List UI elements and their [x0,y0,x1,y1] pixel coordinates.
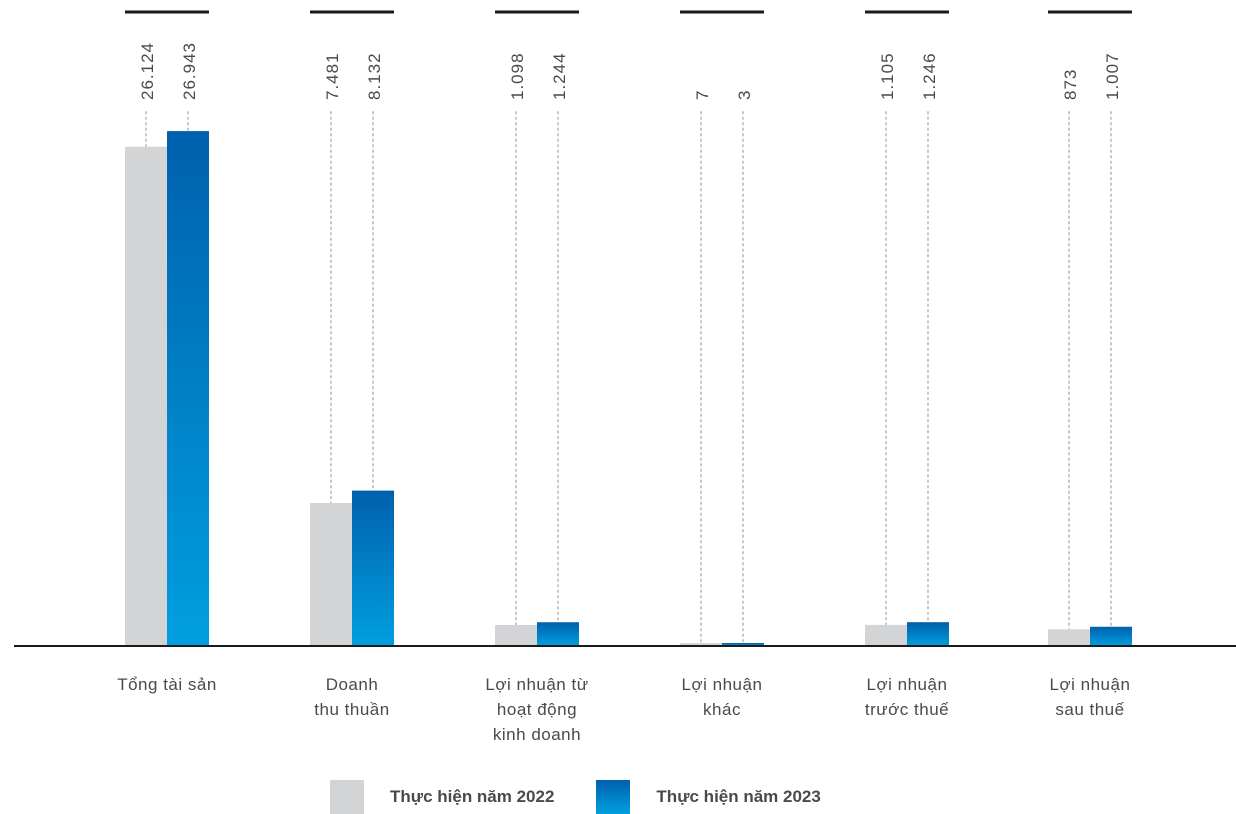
bar-2022 [495,625,537,646]
value-label-2022: 26.124 [138,42,157,100]
bar-2022 [865,624,907,646]
bar-2023 [537,622,579,646]
category-label: khác [703,700,741,719]
bar-2023 [722,643,764,646]
bar-2022 [1048,629,1090,646]
legend-swatch-2023 [596,780,631,814]
category-label: Lợi nhuận [867,675,948,694]
legend-swatch-2022 [330,780,364,814]
value-label-2022: 873 [1061,69,1080,100]
value-label-2023: 8.132 [365,52,384,100]
category-label: thu thuần [314,700,389,719]
value-label-2023: 1.244 [550,52,569,100]
bar-2023 [1090,626,1132,646]
bar-chart: 26.124 26.943 Tổng tài sản 7.481 8.132 Doanh t… [14,10,1236,744]
value-label-2022: 1.105 [878,52,897,100]
value-label-2022: 7 [693,90,712,100]
value-label-2022: 1.098 [508,52,527,100]
category-label: Doanh [326,675,379,694]
value-label-2023: 1.246 [920,52,939,100]
category-label: Lợi nhuận [1050,675,1131,694]
value-label-2023: 3 [735,90,754,100]
category-label: trước thuế [865,700,949,719]
legend-label-2023: Thực hiện năm 2023 [656,787,821,806]
legend-item-2023: Thực hiện năm 2023 [596,780,821,814]
bar-2023 [352,490,394,646]
legend-item-2022: Thực hiện năm 2022 [330,780,554,814]
bar-2023 [907,622,949,646]
legend-label-2022: Thực hiện năm 2022 [390,787,555,806]
value-label-2023: 26.943 [180,42,199,100]
category-label: Lợi nhuận từ [485,675,588,694]
category-label: sau thuế [1055,700,1124,719]
category-label: Lợi nhuận [682,675,763,694]
value-label-2022: 7.481 [323,52,342,100]
category-label: hoạt động [497,700,577,719]
category-label: kinh doanh [493,725,581,744]
chart-legend: Thực hiện năm 2022 Thực hiện năm 2023 [330,780,863,814]
category-label: Tổng tài sản [117,675,217,694]
value-label-2023: 1.007 [1103,52,1122,100]
bar-2022 [310,503,352,646]
bar-2022 [125,146,167,646]
bar-2022 [680,643,722,646]
bar-2023 [167,131,209,646]
